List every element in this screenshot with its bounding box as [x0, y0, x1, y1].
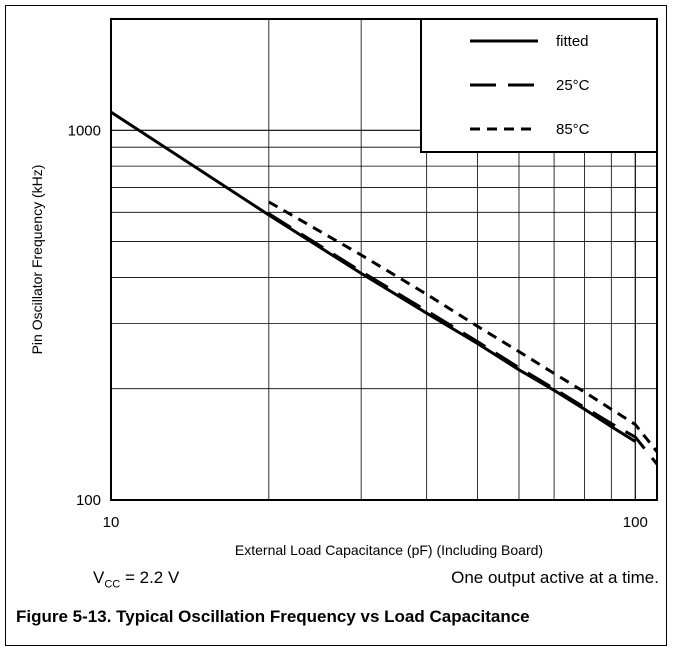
vcc-prefix: V [93, 568, 105, 587]
vcc-value: = 2.2 V [120, 568, 180, 587]
y-tick-label: 100 [76, 492, 101, 509]
figure-frame [5, 5, 667, 646]
series-line-solid [110, 110, 637, 443]
y-axis-label: Pin Oscillator Frequency (kHz) [29, 165, 45, 355]
x-axis-label: External Load Capacitance (pF) (Includin… [235, 542, 543, 558]
vcc-note: VCC = 2.2 V [93, 568, 179, 590]
output-note: One output active at a time. [451, 568, 659, 587]
plot-area-border [110, 18, 658, 501]
figure-caption: Figure 5-13. Typical Oscillation Frequen… [16, 607, 530, 626]
series-line-short-dash [268, 200, 659, 453]
legend-label: fitted [556, 33, 589, 50]
legend-label: 25°C [556, 77, 590, 94]
y-tick-label: 1000 [68, 122, 101, 139]
x-tick-label: 100 [623, 514, 648, 531]
legend-label: 85°C [556, 121, 590, 138]
x-tick-label: 10 [103, 514, 120, 531]
legend-box [420, 18, 658, 153]
series-line-long-dash [268, 212, 659, 466]
vcc-subscript: CC [104, 578, 121, 591]
